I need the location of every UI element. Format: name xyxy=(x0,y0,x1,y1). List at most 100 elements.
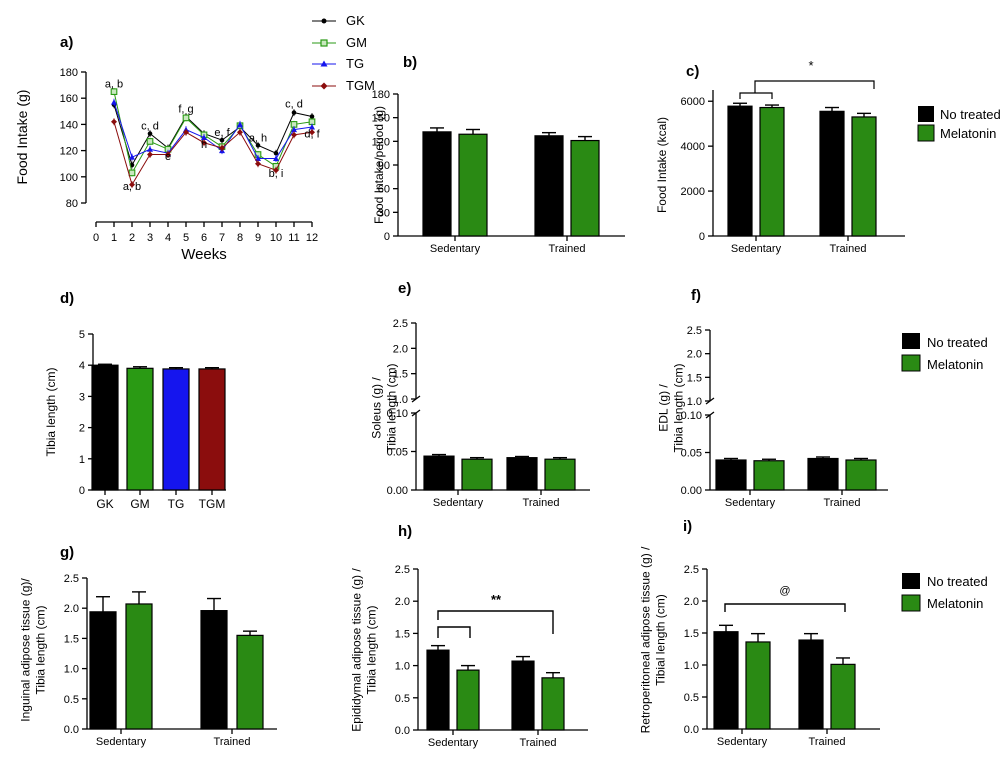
panel-f-x-tick-label: Trained xyxy=(824,497,861,509)
panel-a-annotation: c, d xyxy=(285,98,303,110)
panel-f-y-tick-label: 2.0 xyxy=(687,349,702,361)
panel-a-point-tgm xyxy=(111,118,117,125)
panel-b-y-label: Food Intake/period (g) xyxy=(372,106,386,224)
panel-b-y-tick-label: 180 xyxy=(372,89,390,101)
panel-i-y-tick-label: 0.5 xyxy=(684,692,699,704)
panel-i-y-tick-label: 1.0 xyxy=(684,660,699,672)
panel-i-y-tick-label: 1.5 xyxy=(684,628,699,640)
panel-i-y-label: Tibial length (cm) xyxy=(654,594,668,686)
panel-d-x-tick-label: GM xyxy=(130,497,149,511)
panel-a-x-tick-label: 4 xyxy=(165,232,171,244)
panel-a-x-tick-label: 0 xyxy=(93,232,99,244)
legend-no-treated-swatch xyxy=(902,573,920,589)
panel-i-significance: @ xyxy=(779,585,790,597)
panel-c-letter: c) xyxy=(686,63,699,80)
panel-e-y-tick-label: 1.5 xyxy=(393,369,408,381)
panel-d-x-tick-label: TG xyxy=(168,497,185,511)
panel-e-axis-break xyxy=(411,409,421,417)
legend-tg-label: TG xyxy=(346,56,364,71)
panel-g-y-tick-label: 1.5 xyxy=(64,633,79,645)
panel-b-bar-melatonin xyxy=(570,139,600,237)
panel-i-x-tick-label: Trained xyxy=(809,736,846,748)
panel-e-y-tick-label: 0.05 xyxy=(387,447,408,459)
panel-c-bracket-inner xyxy=(739,92,773,99)
panel-a-annotation: h xyxy=(201,139,207,151)
legend-melatonin-swatch xyxy=(917,124,935,142)
panel-a-y-tick-label: 140 xyxy=(60,119,78,131)
panel-h-y-label: Epididymal adipose tissue (g) / xyxy=(350,568,364,732)
panel-g-bar-no_treated xyxy=(200,610,228,730)
panel-h-x-tick-label: Trained xyxy=(520,737,557,749)
panel-a-point-tg xyxy=(129,154,135,160)
panel-c-significance: * xyxy=(808,58,813,73)
panel-f-y-tick-label: 0.10 xyxy=(681,410,702,422)
panel-h-bar-no_treated xyxy=(511,660,535,731)
panel-e-letter: e) xyxy=(398,280,411,297)
panel-f-y-tick-label: 1.5 xyxy=(687,372,702,384)
panel-b-y-tick-label: 0 xyxy=(384,231,390,243)
legend-melatonin-label: Melatonin xyxy=(940,126,996,141)
panel-i-letter: i) xyxy=(683,518,692,535)
panel-c-bar-chart: 0 2000 4000 6000 Sedentary Trained Food Intake… xyxy=(655,58,905,255)
panel-g-letter: g) xyxy=(60,544,74,561)
panel-e-y-tick-label: 0.00 xyxy=(387,485,408,497)
panel-h-y-tick-label: 2.5 xyxy=(395,564,410,576)
panel-h-bracket-inner xyxy=(437,626,471,638)
panel-d-x-tick-label: TGM xyxy=(199,497,226,511)
panel-a-point-tg xyxy=(111,99,117,105)
panel-b-y-tick-label: 60 xyxy=(378,184,390,196)
panel-i-bracket xyxy=(724,603,846,612)
panel-e-y-tick-label: 1.0 xyxy=(393,394,408,406)
panel-g-y-label: Tibia length (cm) xyxy=(34,606,48,695)
panel-f-y-tick-label: 1.0 xyxy=(687,396,702,408)
panel-a-point-tg xyxy=(201,134,207,140)
panel-a-point-tg xyxy=(309,124,315,130)
panel-i-bar-no_treated xyxy=(713,631,739,730)
panel-b-y-tick-label: 90 xyxy=(378,160,390,172)
panel-f-axis-break xyxy=(705,397,715,405)
panel-e-bar-no_treated xyxy=(506,457,538,491)
panel-e-bar-chart: 0.00 0.05 0.10 Sedentary Trained 1.0 1.5 2.0 2.5… xyxy=(370,318,590,509)
panel-a-point-tgm xyxy=(255,160,261,167)
panel-b-bar-no_treated xyxy=(534,135,564,237)
panel-b-y-tick-label: 30 xyxy=(378,207,390,219)
panel-a-annotation: e xyxy=(165,151,171,163)
panel-f-axis-break xyxy=(705,411,715,419)
panel-b-x-tick-label: Sedentary xyxy=(430,243,481,255)
panel-i-y-tick-label: 2.5 xyxy=(684,564,699,576)
panel-c-x-tick-label: Trained xyxy=(830,243,867,255)
panel-c-bracket-outer xyxy=(754,80,875,93)
panel-f-bar-melatonin xyxy=(753,460,785,491)
panel-a-x-tick-label: 2 xyxy=(129,232,135,244)
panel-a-letter: a) xyxy=(60,34,73,51)
panel-i-bar-melatonin xyxy=(830,663,856,730)
panel-h-bar-chart: 0.0 0.5 1.0 1.5 2.0 2.5 Sedentary Trained Epidid… xyxy=(350,564,588,749)
panel-a-annotation: a, b xyxy=(123,181,141,193)
panel-e-bar-melatonin xyxy=(544,458,576,491)
panel-e-x-tick-label: Sedentary xyxy=(433,497,484,509)
legend-tgm-label: TGM xyxy=(346,78,375,93)
panel-a-annotation: a, b xyxy=(105,79,123,91)
panel-a-y-tick-label: 120 xyxy=(60,146,78,158)
panel-f-bar-no_treated xyxy=(807,457,839,491)
line-legend: GK GM TG TGM xyxy=(312,13,375,93)
panel-h-bar-no_treated xyxy=(426,649,450,731)
panel-b-y-tick-label: 150 xyxy=(372,113,390,125)
legend-melatonin-label: Melatonin xyxy=(927,357,983,372)
panel-a-point-gm xyxy=(110,88,118,95)
panel-c-y-tick-label: 6000 xyxy=(681,96,705,108)
panel-d-bar-gk xyxy=(91,364,119,491)
bar-legend-top: No treated Melatonin xyxy=(917,106,1001,142)
panel-f-y-tick-label: 2.5 xyxy=(687,325,702,337)
panel-c-bar-no_treated xyxy=(819,110,845,237)
panel-a-point-tgm xyxy=(237,129,243,136)
panel-d-bar-gm xyxy=(126,367,154,491)
panel-a-x-label: Weeks xyxy=(181,246,227,263)
legend-gk-marker xyxy=(321,18,327,24)
panel-a-x-tick-label: 11 xyxy=(288,232,299,244)
panel-a-point-gm xyxy=(182,114,190,122)
panel-i-y-tick-label: 2.0 xyxy=(684,596,699,608)
panel-e-y-label: Tibia length (cm) xyxy=(385,364,399,453)
panel-a-x-tick-label: 8 xyxy=(237,232,243,244)
